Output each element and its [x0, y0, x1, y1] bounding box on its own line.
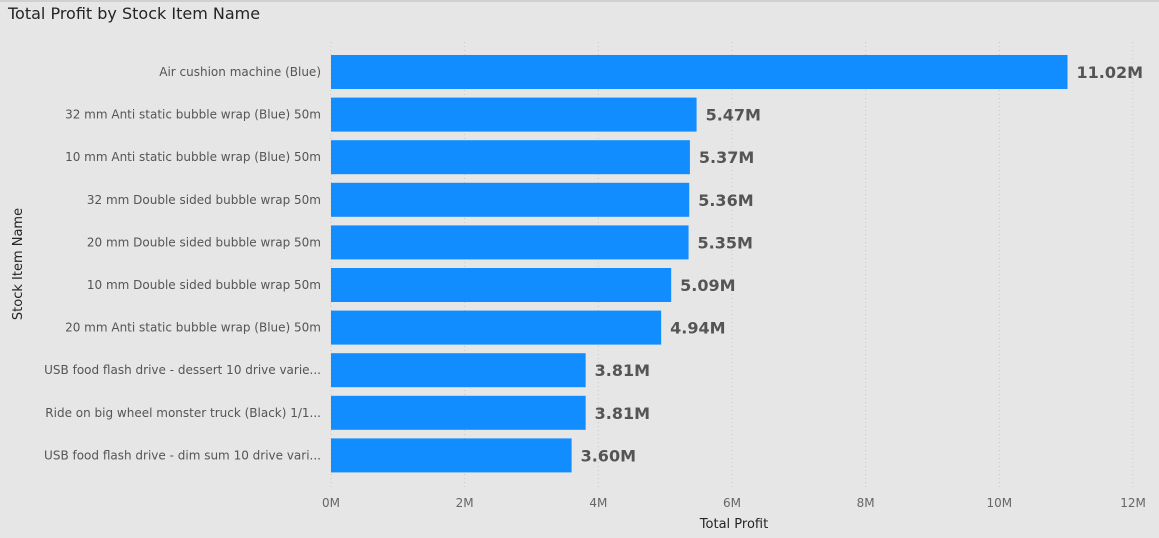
category-label: 20 mm Double sided bubble wrap 50m: [87, 235, 321, 249]
data-label: 5.36M: [698, 191, 753, 210]
x-tick-label: 0M: [322, 496, 340, 510]
x-tick-label: 12M: [1120, 496, 1146, 510]
data-label: 3.60M: [581, 446, 636, 465]
category-label: Air cushion machine (Blue): [159, 65, 321, 79]
chart-title: Total Profit by Stock Item Name: [8, 4, 261, 23]
data-label: 5.37M: [699, 148, 754, 167]
x-tick-label: 2M: [456, 496, 474, 510]
data-label: 3.81M: [595, 361, 650, 380]
bar: [331, 438, 572, 473]
bar: [331, 140, 690, 175]
x-tick-label: 4M: [589, 496, 607, 510]
category-label: 20 mm Anti static bubble wrap (Blue) 50m: [65, 321, 321, 335]
data-label: 4.94M: [670, 319, 725, 338]
top-divider: [0, 0, 1159, 2]
data-label: 5.47M: [706, 106, 761, 125]
bar: [331, 310, 662, 345]
bar: [331, 97, 697, 132]
category-label: 10 mm Anti static bubble wrap (Blue) 50m: [65, 150, 321, 164]
bars: [331, 55, 1068, 473]
data-label: 5.09M: [680, 276, 735, 295]
bar: [331, 353, 586, 388]
bar: [331, 225, 689, 260]
bar: [331, 268, 672, 302]
category-label: 10 mm Double sided bubble wrap 50m: [87, 278, 321, 292]
category-label: 32 mm Double sided bubble wrap 50m: [87, 193, 321, 207]
x-tick-label: 6M: [723, 496, 741, 510]
x-tick-label: 8M: [857, 496, 875, 510]
bar: [331, 55, 1068, 89]
labels: 0M 2M 4M 6M 8M 10M 12M Air cushion machine (Blu…: [44, 63, 1146, 510]
data-label: 3.81M: [595, 404, 650, 423]
x-axis-title: Total Profit: [699, 517, 768, 532]
category-label: USB food flash drive - dim sum 10 drive …: [44, 448, 321, 462]
y-axis-title: Stock Item Name: [11, 208, 26, 320]
category-label: Ride on big wheel monster truck (Black) …: [45, 406, 321, 420]
bar: [331, 395, 586, 430]
category-label: 32 mm Anti static bubble wrap (Blue) 50m: [65, 108, 321, 122]
category-label: USB food flash drive - dessert 10 drive …: [44, 363, 321, 377]
bar: [331, 182, 690, 217]
x-tick-label: 10M: [987, 496, 1013, 510]
data-label: 11.02M: [1077, 63, 1144, 82]
data-label: 5.35M: [698, 233, 753, 252]
